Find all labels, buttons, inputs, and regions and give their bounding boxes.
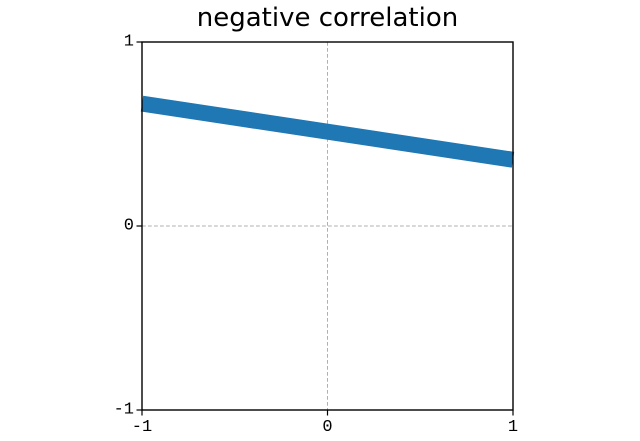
y-tick-label: -1 [114, 401, 134, 420]
x-tick-label: 0 [322, 418, 332, 437]
y-tick-label: 0 [124, 217, 134, 236]
x-tick-label: 1 [508, 418, 518, 437]
y-tick-label: 1 [124, 33, 134, 52]
data-series-line [140, 95, 515, 168]
x-tick-label: -1 [132, 418, 152, 437]
chart-title: negative correlation [196, 3, 459, 33]
